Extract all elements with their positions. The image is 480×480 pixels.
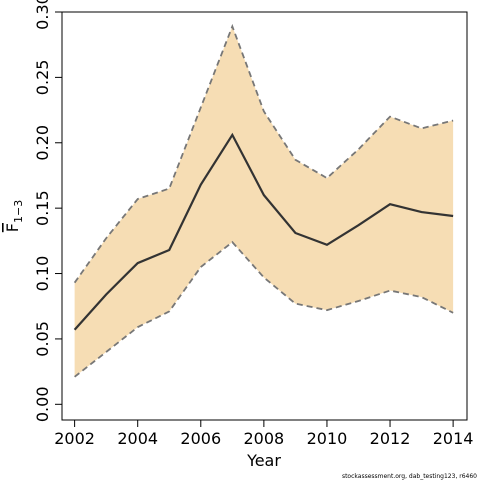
y-tick-label: 0.15 — [33, 190, 52, 226]
lower-bound — [74, 240, 454, 378]
x-tick-label: 2004 — [117, 429, 158, 448]
plot-frame — [61, 11, 468, 421]
y-axis-label: F1−3 — [3, 200, 25, 232]
y-tick-label: 0.00 — [33, 386, 52, 422]
footer: stockassessment.org, dab_testing123, r64… — [342, 473, 477, 480]
y-tick-label: 0.20 — [33, 125, 52, 161]
x-tick-label: 2002 — [54, 429, 95, 448]
upper-bound — [73, 23, 454, 284]
y-tick-label: 0.30 — [33, 0, 52, 30]
y-axis-label-main: F — [3, 223, 22, 232]
y-tick-label: 0.25 — [33, 60, 52, 96]
x-axis-label: Year — [246, 451, 281, 470]
confidence-band — [74, 26, 454, 377]
estimate-line — [73, 132, 454, 331]
x-tick-label: 2014 — [433, 429, 474, 448]
x-tick-label: 2010 — [307, 429, 348, 448]
y-tick-label: 0.10 — [33, 256, 52, 292]
y-axis-label-sub: 1−3 — [12, 200, 25, 223]
x-tick-label: 2012 — [370, 429, 411, 448]
y-tick-label: 0.05 — [33, 321, 52, 357]
x-tick-label: 2006 — [180, 429, 221, 448]
x-tick-label: 2008 — [244, 429, 285, 448]
